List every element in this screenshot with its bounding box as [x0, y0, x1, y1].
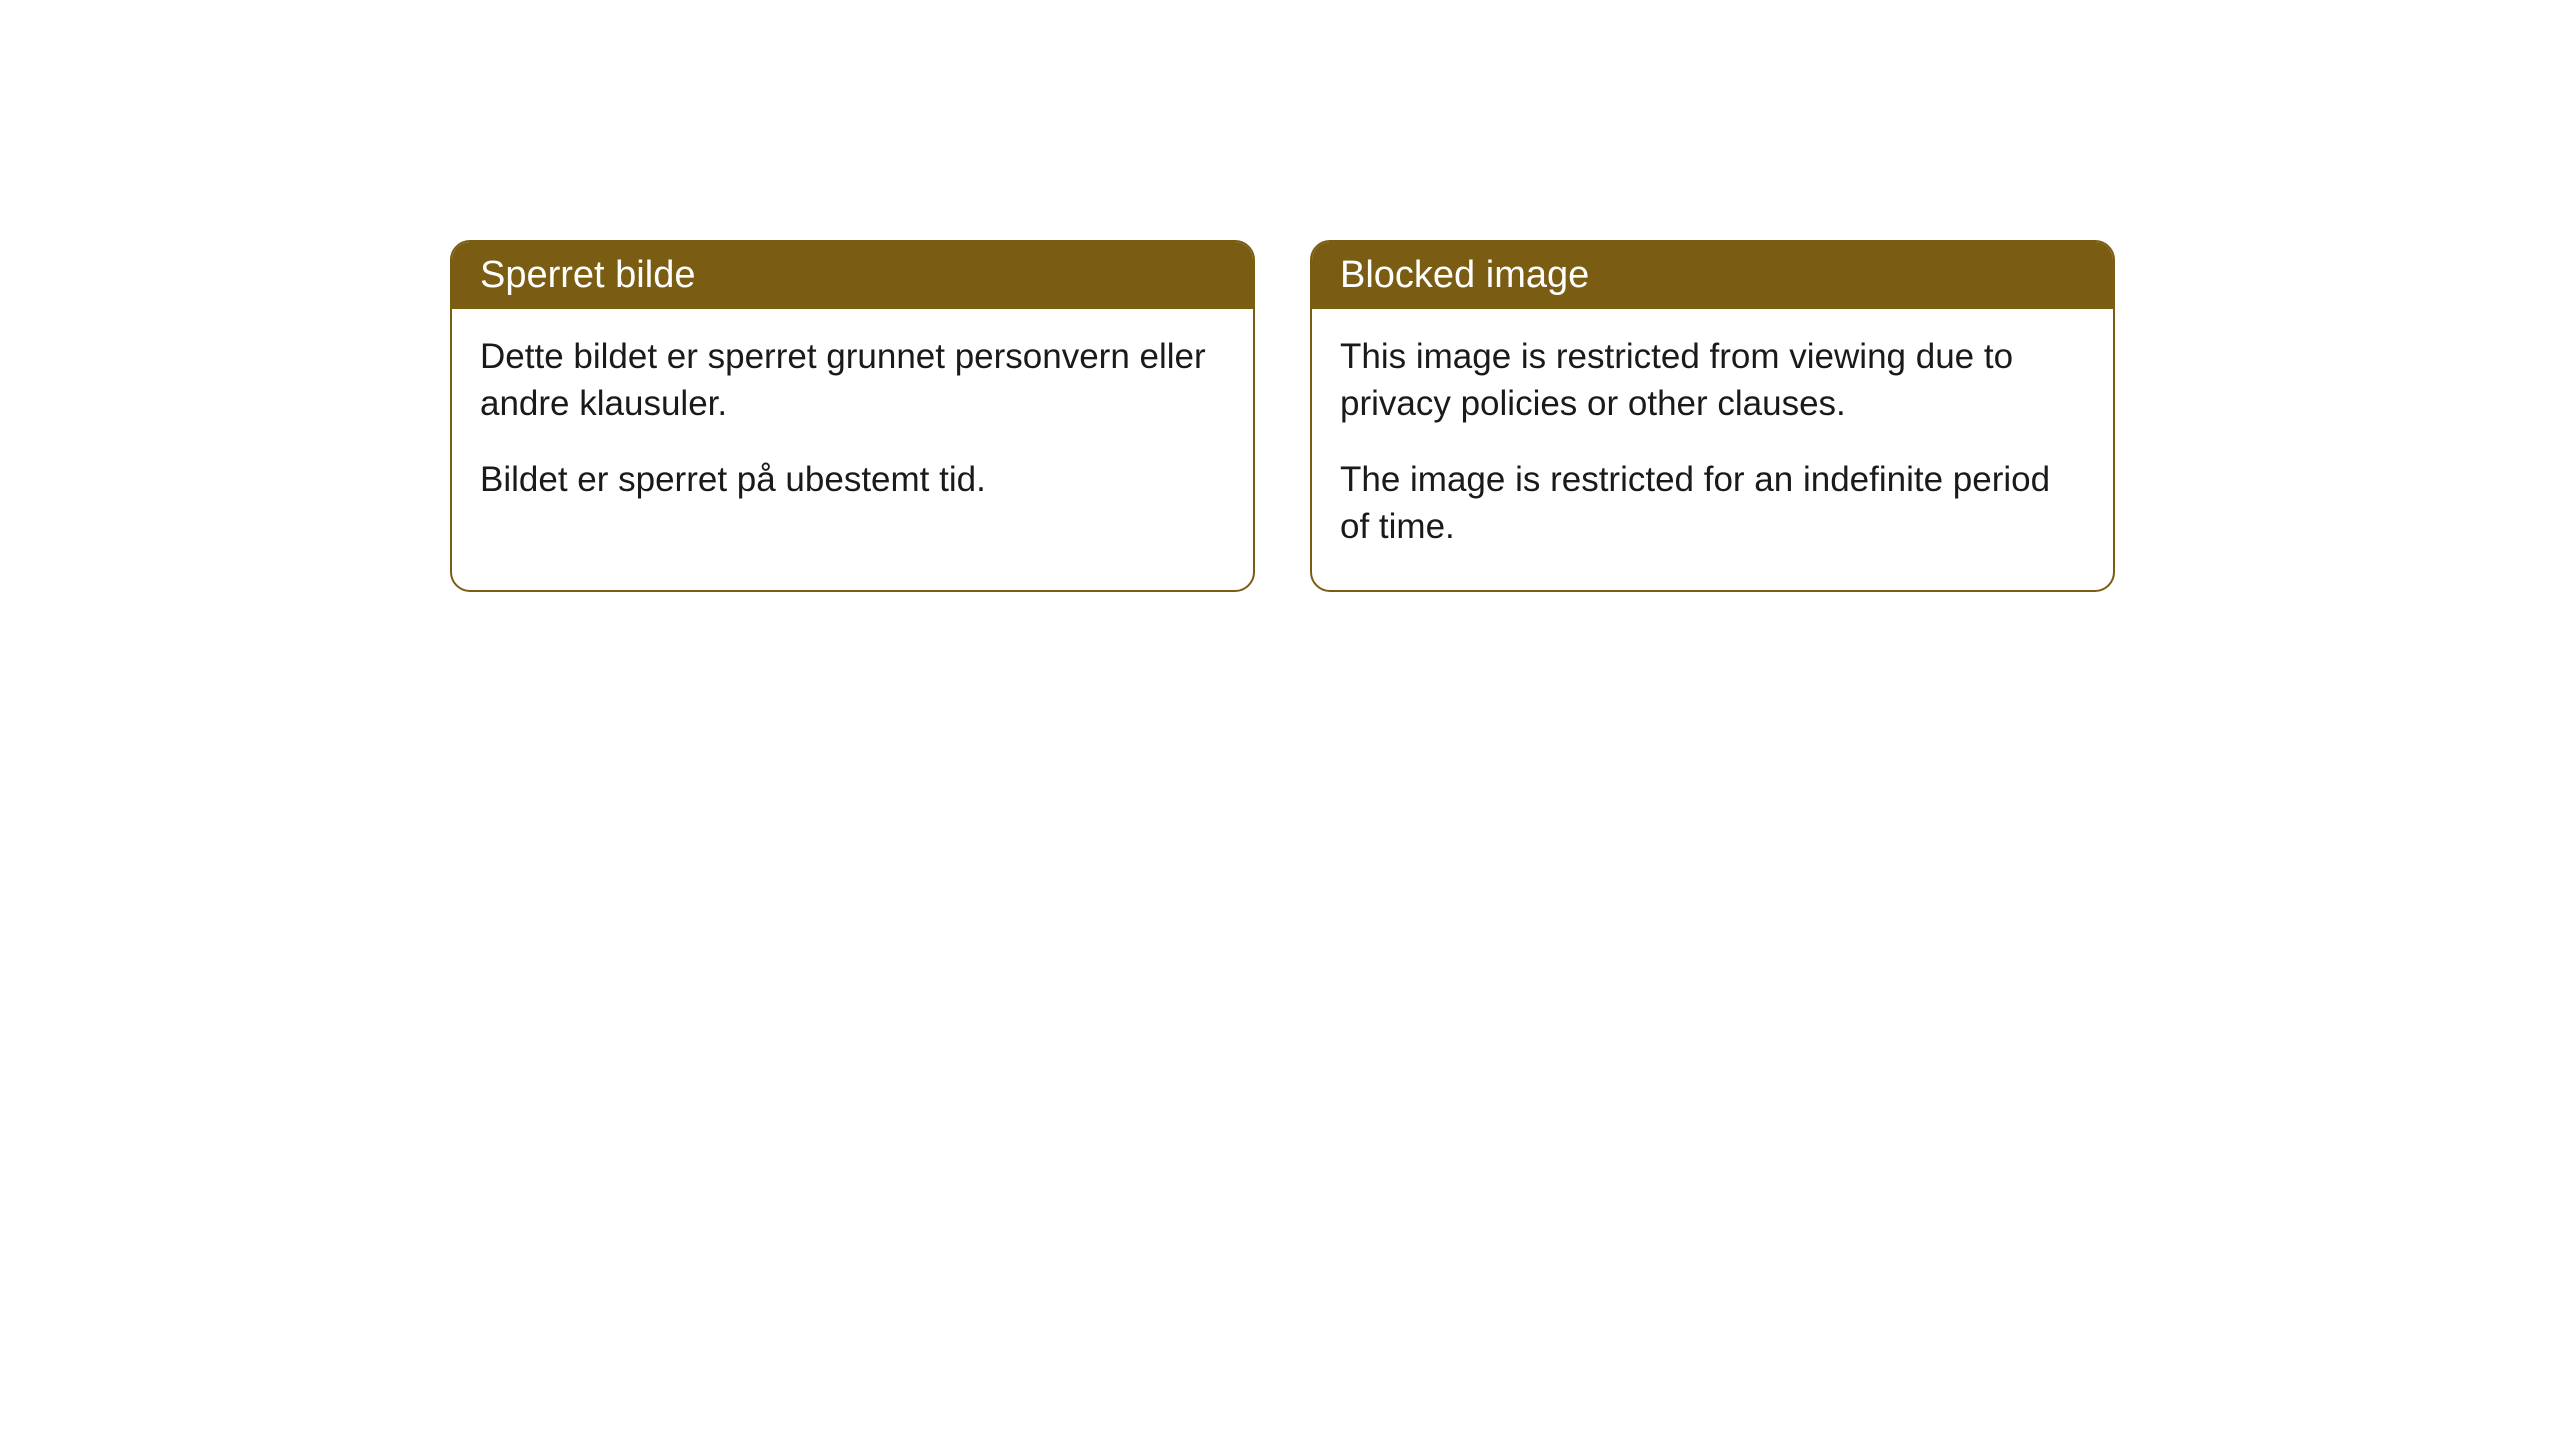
card-header-english: Blocked image [1312, 242, 2113, 309]
card-paragraph-2: Bildet er sperret på ubestemt tid. [480, 456, 1225, 503]
blocked-image-card-english: Blocked image This image is restricted f… [1310, 240, 2115, 592]
card-paragraph-1: Dette bildet er sperret grunnet personve… [480, 333, 1225, 428]
card-paragraph-2: The image is restricted for an indefinit… [1340, 456, 2085, 551]
blocked-image-card-norwegian: Sperret bilde Dette bildet er sperret gr… [450, 240, 1255, 592]
card-title: Blocked image [1340, 254, 1589, 296]
card-paragraph-1: This image is restricted from viewing du… [1340, 333, 2085, 428]
notice-cards-container: Sperret bilde Dette bildet er sperret gr… [450, 240, 2115, 592]
card-body-english: This image is restricted from viewing du… [1312, 309, 2113, 590]
card-header-norwegian: Sperret bilde [452, 242, 1253, 309]
card-title: Sperret bilde [480, 254, 695, 296]
card-body-norwegian: Dette bildet er sperret grunnet personve… [452, 309, 1253, 543]
